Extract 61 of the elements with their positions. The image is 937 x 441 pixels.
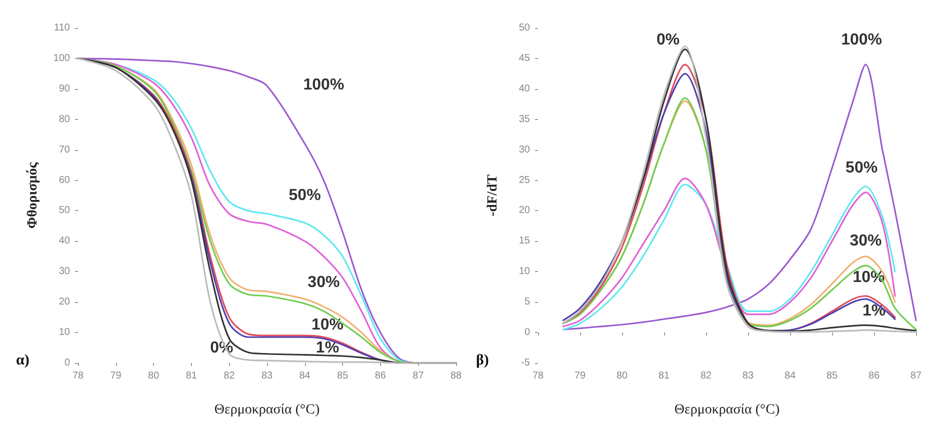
y-tick-label: 30: [58, 266, 70, 278]
y-tick-label: 60: [58, 174, 70, 186]
x-tick-label: 83: [742, 370, 754, 382]
y-axis-title: Φθορισμός: [26, 161, 40, 229]
y-tick-label: 5: [524, 296, 530, 308]
y-tick-label: 50: [518, 22, 530, 34]
annotation: 50%: [846, 160, 878, 177]
x-tick-label: 87: [910, 370, 922, 382]
x-tick-label: 86: [374, 370, 386, 382]
annotation: 30%: [850, 232, 882, 250]
annotation: 1%: [862, 302, 886, 320]
y-tick-label: 10: [58, 327, 70, 338]
y-tick-label: 70: [58, 144, 70, 156]
x-tick-label: 86: [868, 370, 880, 382]
x-tick-label: 79: [574, 370, 586, 382]
x-tick-label: 84: [299, 370, 311, 382]
annotation: 10%: [311, 316, 344, 334]
y-tick-label: 15: [518, 236, 530, 247]
y-tick-label: 35: [518, 114, 530, 125]
y-tick-label: 50: [58, 205, 70, 216]
x-tick-label: 81: [186, 370, 198, 382]
y-tick-label: 40: [518, 83, 530, 94]
y-tick-label: 25: [518, 174, 530, 186]
annotation: 100%: [303, 76, 344, 94]
annotation: 1%: [316, 339, 340, 356]
x-tick-label: 78: [532, 370, 544, 382]
x-tick-label: 80: [148, 370, 160, 382]
x-tick-label: 88: [450, 370, 462, 382]
y-tick-label: 110: [54, 22, 70, 34]
x-tick-label: 82: [224, 370, 236, 382]
y-tick-label: -5: [521, 358, 530, 368]
x-tick-label: 85: [337, 370, 349, 382]
x-axis-title: Θερμοκρασία (°C): [674, 402, 780, 418]
y-tick-label: 40: [58, 236, 70, 247]
x-tick-label: 83: [261, 370, 273, 382]
x-tick-label: 79: [110, 370, 122, 382]
y-tick-label: 100: [53, 52, 70, 64]
x-tick-label: 78: [72, 370, 84, 382]
y-tick-label: 30: [518, 144, 530, 156]
x-tick-label: 84: [784, 370, 796, 382]
x-tick-label: 85: [826, 370, 838, 382]
x-axis-title: Θερμοκρασία (°C): [214, 402, 320, 418]
y-axis-title: -dF/dT: [486, 174, 500, 217]
annotation: 0%: [656, 32, 680, 49]
y-tick-label: 10: [518, 266, 530, 278]
annotation: 100%: [841, 32, 882, 49]
x-tick-label: 80: [616, 370, 628, 382]
y-tick-label: 0: [64, 358, 70, 368]
y-tick-label: 20: [58, 296, 70, 308]
x-tick-label: 82: [700, 370, 712, 382]
y-tick-label: 80: [58, 114, 70, 125]
y-tick-label: 45: [518, 52, 530, 64]
y-tick-label: 20: [518, 205, 530, 216]
x-tick-label: 81: [658, 370, 670, 382]
x-tick-label: 87: [412, 370, 424, 382]
text: β): [476, 352, 489, 368]
annotation: 30%: [308, 274, 340, 292]
y-tick-label: 90: [58, 83, 70, 94]
y-tick-label: 0: [524, 327, 530, 338]
text: α): [16, 352, 30, 368]
annotation: 50%: [288, 187, 321, 204]
